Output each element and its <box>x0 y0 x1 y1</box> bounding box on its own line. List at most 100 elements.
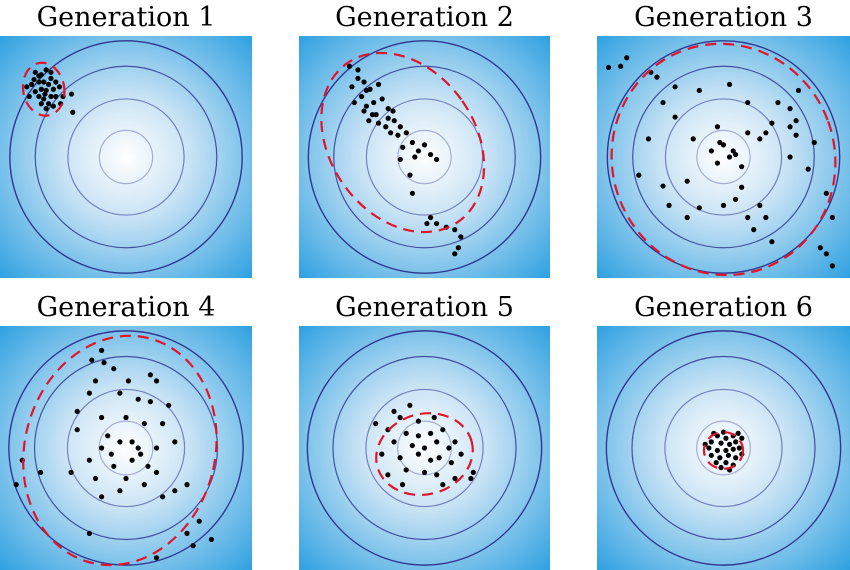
sample-point <box>346 63 353 69</box>
sample-point <box>141 421 147 427</box>
sample-point <box>684 178 690 184</box>
sample-point <box>160 494 166 500</box>
panel-title: Generation 2 <box>335 2 514 33</box>
plot-area <box>597 36 850 278</box>
sample-point <box>415 451 421 457</box>
sample-point <box>138 451 144 457</box>
sample-point <box>355 75 361 81</box>
sample-point <box>690 136 696 142</box>
sample-point <box>817 245 823 251</box>
sample-point <box>745 99 751 106</box>
contour-ring <box>8 330 244 566</box>
sample-point <box>391 118 397 124</box>
sample-point <box>769 239 775 245</box>
sample-point <box>397 124 403 130</box>
sample-point <box>361 108 367 114</box>
sample-point <box>434 220 440 227</box>
sample-point <box>153 445 160 451</box>
sample-point <box>383 124 389 130</box>
sample-point <box>407 172 413 178</box>
sample-point <box>428 457 434 463</box>
sample-point <box>68 469 74 475</box>
sample-point <box>373 421 379 427</box>
sample-point <box>135 396 141 402</box>
sample-point <box>86 457 92 463</box>
sample-point <box>41 79 47 85</box>
sample-point <box>153 555 160 561</box>
sample-point <box>823 190 829 196</box>
sample-point <box>70 109 76 115</box>
contour-ring <box>632 65 815 249</box>
sample-point <box>38 101 44 107</box>
contour-ring <box>365 388 484 508</box>
sample-point <box>48 75 54 81</box>
sample-point <box>605 64 612 71</box>
sample-point <box>706 445 712 451</box>
sample-point <box>708 452 714 458</box>
sample-point <box>440 427 446 433</box>
sample-point <box>452 251 458 257</box>
panel-generation-4: Generation 4 <box>0 292 252 570</box>
sample-point <box>385 115 391 121</box>
sample-point <box>415 433 421 439</box>
contour-ring <box>66 388 186 508</box>
sample-point <box>32 69 38 75</box>
sample-point <box>86 530 92 536</box>
sample-point <box>720 429 727 435</box>
gradient-background <box>597 36 850 278</box>
sample-point <box>385 106 391 112</box>
sample-point <box>117 488 123 494</box>
sample-point <box>434 439 440 445</box>
plot-area <box>299 326 550 570</box>
sample-point <box>409 190 415 196</box>
covariance-ellipse <box>21 61 66 117</box>
sample-point <box>363 103 370 109</box>
sample-point <box>427 151 434 158</box>
sample-point <box>723 460 729 466</box>
sample-point <box>111 366 117 372</box>
sample-point <box>145 463 151 469</box>
sample-point <box>787 154 793 160</box>
sample-point <box>763 130 769 136</box>
sample-point <box>718 440 724 446</box>
sample-point <box>358 93 365 100</box>
sample-point <box>390 108 396 114</box>
panel-title: Generation 6 <box>634 292 813 323</box>
sample-point <box>458 451 464 457</box>
sample-point <box>733 439 739 445</box>
sample-point <box>446 445 452 451</box>
panel-generation-5: Generation 5 <box>299 292 550 570</box>
sample-point <box>448 460 454 466</box>
sample-point <box>829 263 835 269</box>
sample-point <box>434 472 440 478</box>
sample-point <box>403 467 409 473</box>
sample-point <box>89 357 95 363</box>
sample-point <box>739 164 745 170</box>
sample-point <box>415 418 421 424</box>
sample-point <box>672 114 678 120</box>
sample-point <box>736 445 742 451</box>
sample-point <box>455 245 461 251</box>
contour-ring <box>306 330 543 566</box>
plot-area <box>0 326 252 570</box>
sample-point <box>153 469 160 475</box>
sample-point <box>43 67 49 73</box>
sample-point <box>26 93 32 100</box>
panel-title: Generation 1 <box>36 2 216 33</box>
sample-point <box>117 390 123 396</box>
contour-ring <box>664 388 783 508</box>
sample-point <box>452 439 458 445</box>
sample-point <box>400 144 406 150</box>
sample-point <box>99 347 105 353</box>
sample-point <box>41 96 47 102</box>
sample-point <box>434 156 440 163</box>
sample-point <box>436 455 442 461</box>
sample-point <box>129 457 135 463</box>
sample-point <box>714 447 720 454</box>
sample-point <box>208 536 214 543</box>
sample-point <box>745 130 751 136</box>
covariance-ellipse <box>320 51 486 234</box>
sample-point <box>452 227 458 233</box>
sample-point <box>726 81 733 87</box>
sample-point <box>397 414 403 421</box>
